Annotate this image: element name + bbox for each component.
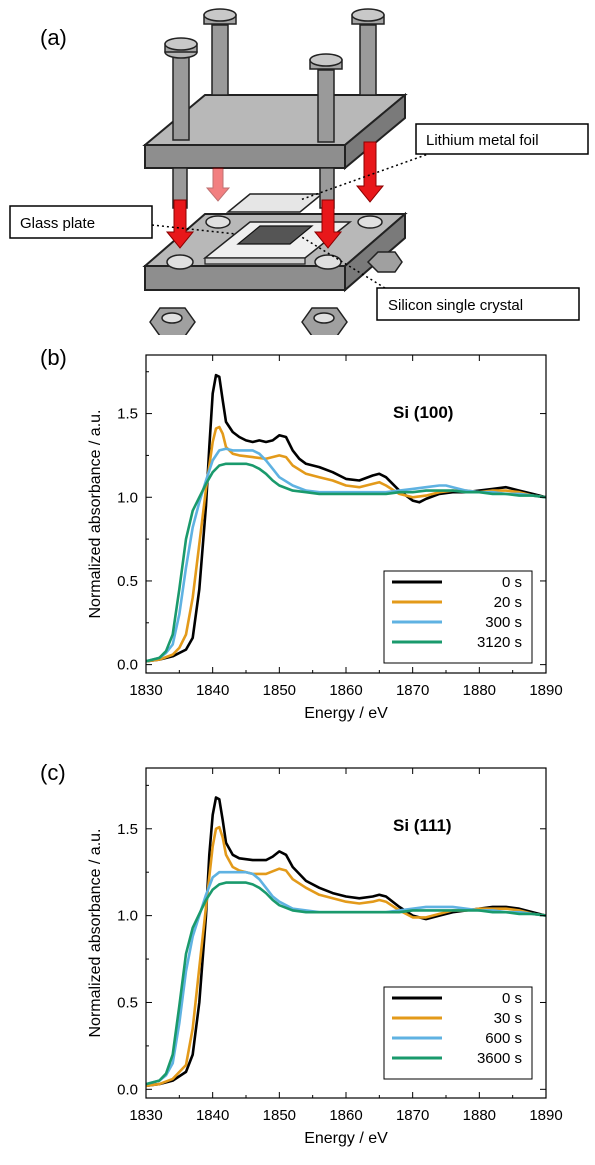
- y-tick-label: 1.0: [117, 489, 138, 506]
- x-axis-title: Energy / eV: [304, 1130, 388, 1147]
- series-line-3120s: [145, 462, 547, 663]
- svg-text:Lithium metal foil: Lithium metal foil: [426, 132, 539, 149]
- panel-b-label: (b): [40, 345, 67, 370]
- legend-box: [383, 986, 533, 1080]
- x-tick-label: 1830: [129, 1107, 162, 1124]
- chart-c-plot: 1830 1840 1850 1860 1870 1880 1890 0.0 0.5 1.0 1.5…: [87, 767, 563, 1147]
- y-axis-title: Normalized absorbance / a.u.: [87, 410, 104, 619]
- legend-label: 0 s: [502, 574, 522, 591]
- y-tick-label: 1.5: [117, 821, 138, 838]
- series-line-600s: [145, 870, 547, 1086]
- x-tick-label: 1870: [396, 682, 429, 699]
- callout-silicon: Silicon single crystal: [299, 235, 580, 321]
- y-tick-label: 0.0: [117, 657, 138, 674]
- legend-label: 3120 s: [477, 634, 522, 651]
- callout-glass: Glass plate: [9, 205, 237, 239]
- x-tick-label: 1840: [196, 1107, 229, 1124]
- y-tick-label: 0.5: [117, 994, 138, 1011]
- x-tick-label: 1830: [129, 682, 162, 699]
- legend-label: 300 s: [485, 614, 522, 631]
- sample-annotation: Si (111): [393, 816, 452, 835]
- chart-b: (b) 1830 1840 1850 1860 1870 1880 1890 0.0 0.5 1.…: [40, 345, 563, 722]
- silicon-crystal: [236, 225, 314, 245]
- legend-label: 30 s: [494, 1010, 522, 1027]
- panel-c-label: (c): [40, 760, 66, 785]
- legend-label: 3600 s: [477, 1050, 522, 1067]
- x-tick-label: 1850: [263, 682, 296, 699]
- series-line-300s: [145, 447, 547, 663]
- panel-a-label: (a): [40, 25, 67, 50]
- y-tick-label: 1.5: [117, 406, 138, 423]
- red-arrows: [165, 141, 385, 249]
- x-tick-label: 1880: [463, 1107, 496, 1124]
- chart-c: (c) 1830 1840 1850 1860 1870 1880 1890 0.0 0.5 1.…: [40, 760, 563, 1147]
- x-tick-label: 1880: [463, 682, 496, 699]
- callout-lithium: Lithium metal foil: [299, 123, 589, 201]
- y-tick-label: 1.0: [117, 908, 138, 925]
- legend-box: [383, 570, 533, 664]
- cell-schematic: (a): [9, 8, 589, 335]
- legend-label: 0 s: [502, 990, 522, 1007]
- y-axis-title: Normalized absorbance / a.u.: [87, 829, 104, 1038]
- legend-label: 600 s: [485, 1030, 522, 1047]
- x-axis-title: Energy / eV: [304, 705, 388, 722]
- series-line-3600s: [145, 881, 547, 1086]
- x-tick-label: 1870: [396, 1107, 429, 1124]
- bolts: [164, 8, 385, 209]
- x-tick-label: 1890: [529, 682, 562, 699]
- svg-text:Silicon single crystal: Silicon single crystal: [388, 297, 523, 314]
- nuts: [149, 251, 403, 335]
- svg-text:Glass plate: Glass plate: [20, 215, 95, 232]
- series-line-0s: [145, 373, 547, 663]
- x-tick-label: 1850: [263, 1107, 296, 1124]
- sample-annotation: Si (100): [393, 403, 453, 422]
- x-tick-label: 1860: [329, 1107, 362, 1124]
- y-tick-label: 0.5: [117, 573, 138, 590]
- chart-b-plot: 1830 1840 1850 1860 1870 1880 1890 0.0 0.5 1.0 1.5…: [87, 354, 563, 722]
- x-tick-label: 1840: [196, 682, 229, 699]
- x-tick-label: 1890: [529, 1107, 562, 1124]
- y-tick-label: 0.0: [117, 1081, 138, 1098]
- x-tick-label: 1860: [329, 682, 362, 699]
- legend-label: 20 s: [494, 594, 522, 611]
